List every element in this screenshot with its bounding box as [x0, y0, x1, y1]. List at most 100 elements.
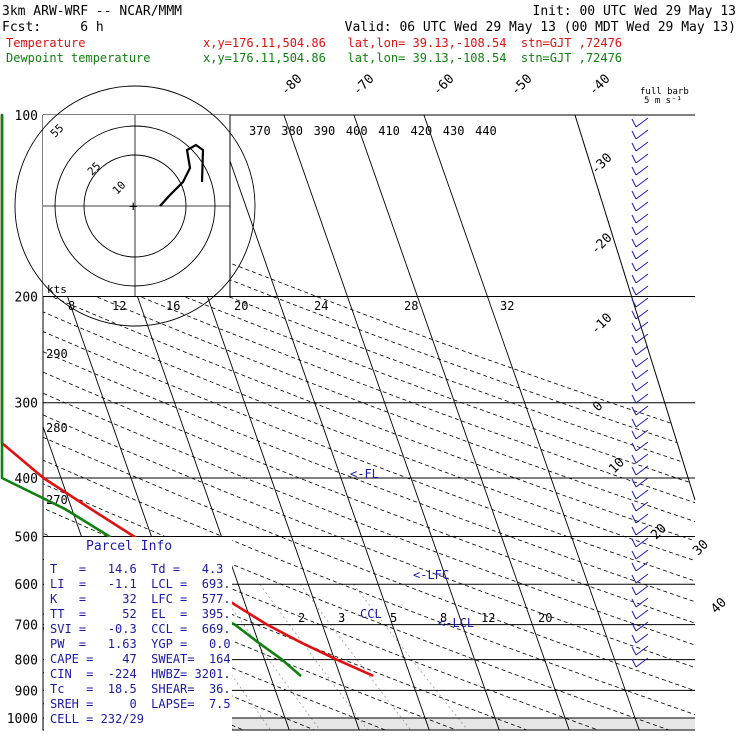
isotherm [43, 115, 80, 730]
wind-barb [635, 513, 649, 524]
wind-barb [635, 285, 649, 296]
hodograph-ring [14, 85, 256, 327]
dewpoint-legend-label: Dewpoint temperature [6, 51, 151, 65]
theta-e-label: 280 [46, 421, 68, 435]
wind-barb [635, 273, 649, 284]
theta-label: 370 [249, 124, 271, 138]
pressure-tick-label: 800 [15, 654, 38, 669]
wind-barb-flag [631, 286, 637, 296]
parcel-row: LI = -1.1 LCL = 693. [50, 577, 231, 591]
wind-barb-flag [631, 658, 637, 668]
wind-barb-flag [631, 118, 637, 128]
isotherm-label: 0 [590, 399, 606, 415]
wind-barb-flag [631, 598, 637, 608]
parcel-row: SREH = 0 LAPSE= 7.5 [50, 697, 231, 711]
wind-barb [635, 453, 649, 464]
isotherm-label: -80 [278, 72, 305, 99]
wind-barb-flag [631, 442, 637, 452]
theta-label: 390 [314, 124, 336, 138]
isotherm-label: -70 [350, 72, 377, 99]
wind-barb-flag [631, 622, 637, 632]
dry-adiabat [0, 115, 32, 731]
model-title: 3km ARW-WRF -- NCAR/MMM [2, 4, 182, 19]
isotherm-label: 20 [648, 521, 670, 543]
wind-barb-flag [631, 226, 637, 236]
isotherm-label: -20 [588, 231, 615, 258]
dry-adiabat [43, 115, 388, 730]
wind-barb-flag [631, 430, 637, 440]
pressure-tick-label: 600 [15, 578, 38, 593]
wind-barb [635, 237, 649, 248]
theta-label: 420 [411, 124, 433, 138]
wind-barb-flag [631, 322, 637, 332]
wind-barb [635, 441, 649, 452]
theta-label: 400 [346, 124, 368, 138]
hodograph-speed-tick: 16 [166, 299, 180, 313]
wind-barb [635, 225, 649, 236]
hodograph-speed-tick: 32 [500, 299, 514, 313]
wind-barb-flag [631, 262, 637, 272]
wind-barb-flag [631, 478, 637, 488]
pressure-tick-label: 500 [15, 530, 38, 545]
wind-barb [635, 393, 649, 404]
wind-barb-flag [631, 418, 637, 428]
ccl-annotation: CCL [360, 607, 382, 621]
wind-barb-flag [631, 166, 637, 176]
wind-barb-flag [631, 394, 637, 404]
pressure-tick-label: 700 [15, 619, 38, 634]
parcel-row: CELL = 232/29 [50, 712, 144, 726]
dry-adiabat [43, 115, 695, 730]
mixing-ratio-label: 20 [538, 611, 552, 625]
isotherm [213, 115, 430, 730]
wind-barb [635, 117, 649, 128]
wind-barb-flag [631, 310, 637, 320]
parcel-row: K = 32 LFC = 577. [50, 592, 231, 606]
wind-barb-flag [631, 250, 637, 260]
wind-barb-flag [631, 550, 637, 560]
wind-barb-flag [631, 382, 637, 392]
temperature-legend-info: x,y=176.11,504.86 lat,lon= 39.13,-108.54… [203, 36, 622, 50]
wind-barb-flag [631, 526, 637, 536]
wind-legend-line2: 5 m s⁻¹ [644, 96, 682, 106]
wind-barb-flag [631, 190, 637, 200]
wind-barb [635, 537, 649, 548]
wind-barb-flag [631, 454, 637, 464]
isotherm [353, 115, 570, 730]
parcel-info-panel: Parcel Info T = 14.6 Td = 4.3 LI = -1.1 … [44, 537, 232, 733]
hodograph-center-marker: + [129, 199, 137, 215]
hodograph-units: kts [47, 283, 67, 296]
wind-barb-flag [631, 538, 637, 548]
isotherm-label: -40 [586, 72, 613, 99]
theta-e-label: 290 [46, 347, 68, 361]
isotherm-label: -10 [588, 311, 615, 338]
wind-barb [635, 585, 649, 596]
dewpoint-legend-info: x,y=176.11,504.86 lat,lon= 39.13,-108.54… [203, 51, 622, 65]
pressure-tick-label: 400 [15, 472, 38, 487]
pressure-tick-label: 200 [15, 291, 38, 306]
dry-adiabat [43, 115, 695, 730]
pressure-tick-label: 300 [15, 397, 38, 412]
wind-barb-flag [631, 370, 637, 380]
wind-barb [635, 309, 649, 320]
wind-barb-flag [631, 298, 637, 308]
wind-barb [635, 213, 649, 224]
wind-barb-flag [631, 238, 637, 248]
hodograph-background [43, 115, 230, 296]
mixing-ratio-label: 3 [338, 611, 345, 625]
wind-barb [635, 609, 649, 620]
dry-adiabat [43, 115, 695, 730]
wind-barb-flag [631, 646, 637, 656]
wind-barb [635, 489, 649, 500]
isotherm [283, 115, 500, 730]
wind-legend-line1: full barb [640, 87, 689, 97]
dry-adiabat [43, 115, 695, 730]
isotherm-label: 40 [708, 595, 730, 617]
wind-barb [635, 177, 649, 188]
wind-barb [635, 381, 649, 392]
wind-barb [635, 321, 649, 332]
dry-adiabat [43, 115, 695, 730]
theta-label: 380 [281, 124, 303, 138]
wind-barb-flag [631, 154, 637, 164]
dry-adiabat [43, 115, 695, 730]
